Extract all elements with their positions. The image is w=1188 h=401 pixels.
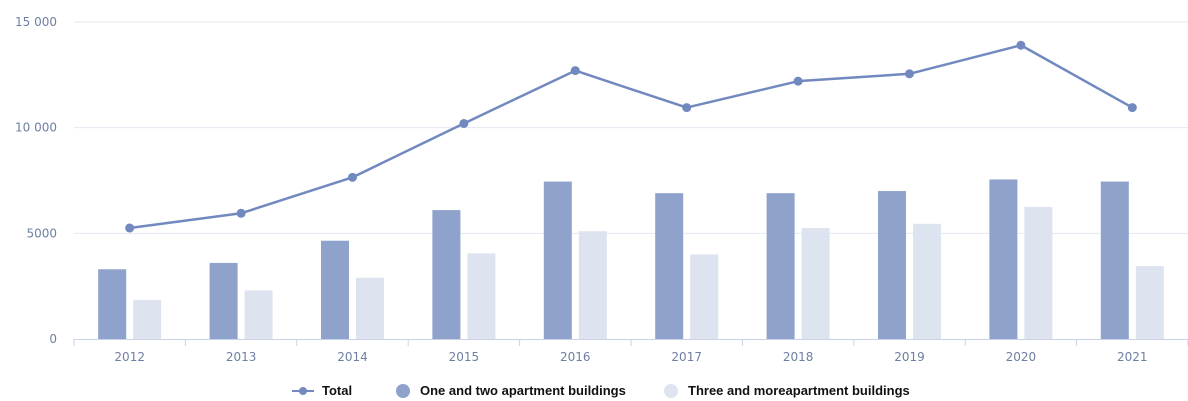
y-tick-label: 10 000: [15, 121, 57, 135]
x-tick-label: 2020: [1006, 350, 1037, 364]
line-marker-icon: [292, 384, 314, 398]
bar-one-two-2020: [989, 179, 1018, 339]
total-point-2021: [1127, 103, 1137, 113]
x-tick-label: 2013: [226, 350, 257, 364]
bar-one-two-2015: [432, 210, 461, 339]
bar-three-more-2015: [467, 253, 496, 339]
x-tick-label: 2012: [114, 350, 145, 364]
x-tick-label: 2019: [894, 350, 925, 364]
total-point-2020: [1016, 40, 1026, 50]
legend-item-three-more[interactable]: Three and moreapartment buildings: [664, 383, 910, 398]
bar-one-two-2018: [766, 193, 795, 339]
total-point-2012: [125, 223, 135, 233]
total-point-2017: [682, 103, 692, 113]
bar-one-two-2019: [878, 191, 906, 339]
legend-label-total: Total: [322, 383, 353, 398]
x-tick-label: 2014: [337, 350, 368, 364]
total-line: [125, 40, 1137, 233]
bar-three-more-2013: [244, 290, 273, 339]
bar-one-two-2017: [655, 193, 684, 339]
legend: Total One and two apartment buildings Th…: [0, 381, 1188, 401]
total-point-2014: [348, 172, 357, 182]
bar-three-more-2020: [1024, 206, 1053, 339]
circle-marker-icon: [396, 383, 410, 398]
bar-three-more-2016: [578, 231, 607, 339]
legend-item-one-two[interactable]: One and two apartment buildings: [396, 383, 626, 398]
total-point-2018: [793, 76, 803, 86]
bar-one-two-2013: [209, 262, 238, 339]
x-axis: 2012 2013 2014 2015 2016 2017 2018 2019 2020 2021: [73, 339, 1188, 364]
circle-marker-icon: [664, 383, 678, 398]
bar-one-two-2021: [1100, 181, 1129, 339]
bar-one-two-2016: [543, 181, 572, 339]
total-point-2015: [459, 118, 469, 128]
y-tick-label: 5000: [26, 226, 57, 240]
legend-label-three-more: Three and moreapartment buildings: [688, 383, 910, 398]
legend-item-total[interactable]: Total: [292, 383, 352, 398]
total-point-2016: [570, 66, 580, 76]
bar-three-more-2018: [801, 228, 830, 339]
x-tick-label: 2016: [560, 350, 591, 364]
total-line-path: [129, 43, 1133, 230]
total-point-2019: [905, 69, 914, 79]
x-tick-label: 2021: [1117, 350, 1148, 364]
x-tick-label: 2015: [449, 350, 480, 364]
bar-three-more-2014: [356, 277, 384, 339]
bar-one-two-2014: [321, 240, 349, 339]
x-tick-label: 2017: [671, 350, 702, 364]
bar-three-more-2017: [690, 254, 719, 339]
y-axis-ticks: 0 5000 10 000 15 000: [15, 15, 57, 346]
gridlines: [74, 21, 1188, 234]
x-tick-label: 2018: [783, 350, 814, 364]
bar-three-more-2012: [133, 299, 162, 339]
bar-three-more-2019: [913, 223, 941, 339]
legend-label-one-two: One and two apartment buildings: [420, 383, 626, 398]
bars: [98, 179, 1164, 339]
y-tick-label: 15 000: [15, 15, 57, 29]
total-point-2013: [236, 208, 246, 218]
y-tick-label: 0: [49, 332, 57, 346]
bar-one-two-2012: [98, 269, 127, 339]
bar-three-more-2021: [1135, 266, 1164, 339]
